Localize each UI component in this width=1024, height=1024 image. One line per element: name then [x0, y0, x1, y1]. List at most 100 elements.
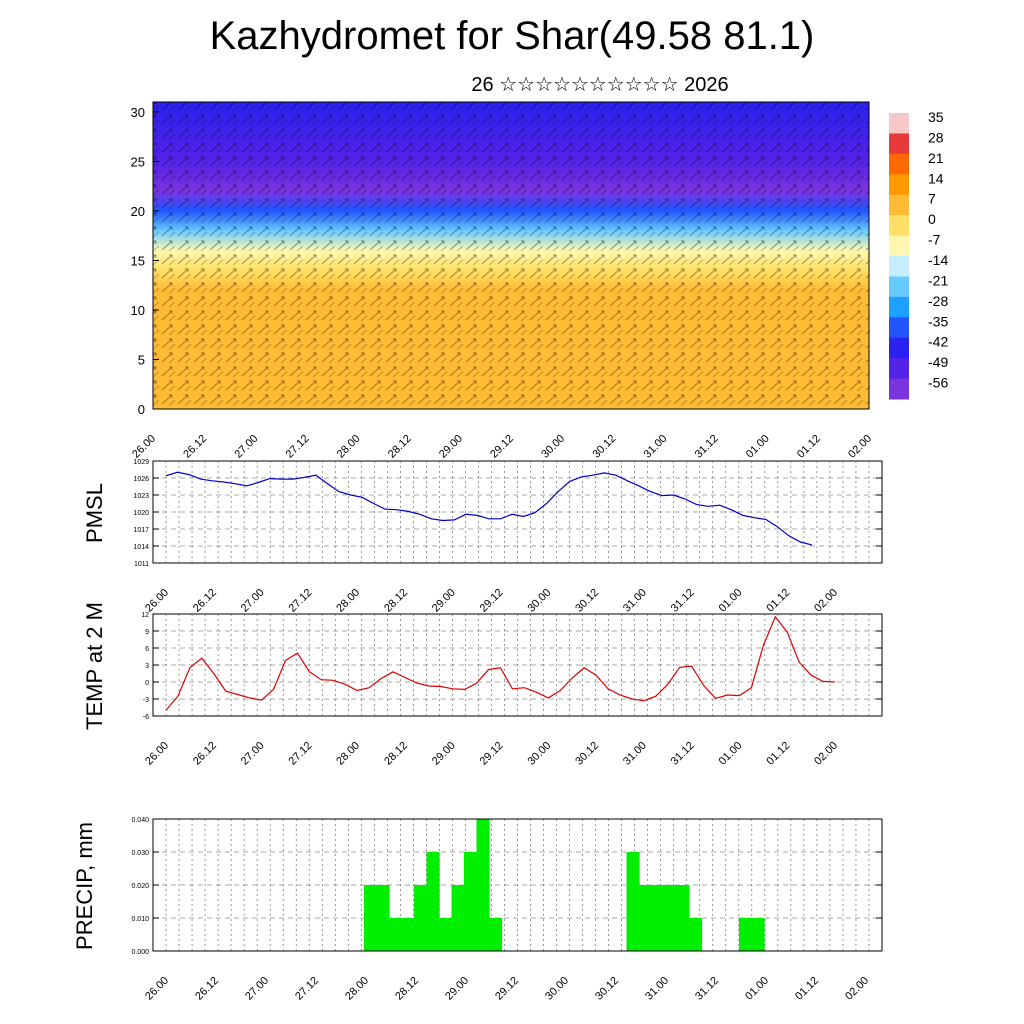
pmsl-xtick-label: 28.12: [382, 587, 410, 615]
cross-section-ytick-label: 10: [131, 303, 145, 318]
pmsl-xtick-label: 27.12: [287, 587, 315, 615]
precip-bar: [376, 885, 390, 951]
temp-xtick-label: 27.00: [239, 740, 267, 768]
pmsl-ytick-label: 1020: [133, 510, 149, 517]
temp-ytick-label: 6: [145, 646, 149, 653]
precip-ylabel: PRECIP, mm: [72, 822, 97, 950]
temp-xtick-label: 27.12: [287, 740, 315, 768]
cross-section-ytick-label: 15: [131, 253, 145, 268]
colorbar-swatch: [889, 133, 909, 155]
temp-xtick-label: 01.00: [717, 740, 745, 768]
cross-section-ytick-label: 0: [138, 402, 145, 417]
colorbar-swatch: [889, 378, 909, 400]
precip-bar: [426, 852, 440, 951]
precip-bar: [439, 918, 453, 951]
pmsl-xtick-label: 26.12: [191, 587, 219, 615]
cross-section-xtick-label: 02.00: [846, 433, 874, 461]
temp-xtick-label: 29.00: [430, 740, 458, 768]
colorbar-label: -7: [928, 232, 941, 248]
precip-bar: [676, 885, 690, 951]
pmsl-xtick-label: 31.00: [621, 587, 649, 615]
precip-xtick-label: 01.00: [743, 975, 771, 1003]
wind-barbs-overlay: [153, 102, 869, 409]
pmsl-xtick-label: 27.00: [239, 587, 267, 615]
colorbar-label: 7: [928, 191, 936, 207]
temp-xtick-label: 31.00: [621, 740, 649, 768]
temp-xtick-label: 28.12: [382, 740, 410, 768]
precip-bar: [414, 885, 428, 951]
temp-ylabel: TEMP at 2 M: [82, 602, 107, 730]
cross-section-xtick-label: 29.00: [437, 433, 465, 461]
colorbar-label: 35: [928, 109, 944, 125]
cross-section-xtick-label: 01.12: [795, 433, 823, 461]
cross-section-ytick-label: 5: [138, 352, 145, 367]
pmsl-xtick-label: 26.00: [143, 587, 171, 615]
cross-section-ytick-label: 25: [131, 154, 145, 169]
chart-title: Kazhydromet for Shar(49.58 81.1): [209, 14, 815, 58]
pmsl-xtick-label: 29.12: [478, 587, 506, 615]
precip-xtick-label: 02.00: [843, 975, 871, 1003]
precip-bar: [389, 918, 403, 951]
precip-bar: [651, 885, 665, 951]
precip-xtick-label: 29.12: [493, 975, 521, 1003]
precip-xtick-label: 01.12: [793, 975, 821, 1003]
colorbar-swatch: [889, 174, 909, 196]
temp-series-line: [165, 615, 836, 711]
precip-ytick-label: 0.010: [131, 916, 149, 923]
pmsl-ytick-label: 1026: [133, 476, 149, 483]
colorbar-label: -14: [928, 252, 948, 268]
colorbar-label: 28: [928, 129, 944, 145]
precip-ytick-label: 0.020: [131, 883, 149, 890]
pmsl-ytick-label: 1017: [133, 527, 149, 534]
cross-section-panel: 0 5 10 15 20 25 30 26.00 26.12 27.00 27.12 28.00 28…: [130, 101, 948, 461]
precip-bar: [364, 885, 378, 951]
pmsl-xtick-label: 30.00: [525, 587, 553, 615]
temp-ytick-label: -6: [143, 714, 149, 721]
cross-section-xtick-label: 31.00: [642, 433, 670, 461]
pmsl-xtick-label: 01.12: [764, 587, 792, 615]
pmsl-xtick-label: 01.00: [717, 587, 745, 615]
precip-bar: [626, 852, 640, 951]
temp-ytick-label: 9: [145, 629, 149, 636]
precip-xtick-label: 28.00: [343, 975, 371, 1003]
precip-bar: [489, 918, 503, 951]
temp-xtick-label: 01.12: [764, 740, 792, 768]
colorbar-swatch: [889, 256, 909, 277]
cross-section-xtick-label: 01.00: [744, 433, 772, 461]
precip-bar: [464, 852, 478, 951]
precip-panel: 0.000 0.010 0.020 0.030 0.040 26.00 26.12 27.0…: [72, 817, 883, 1003]
temp-panel: -6 -3 0 3 6 9 12 26.00 26.12 27.00 27.12 28.00 28.1…: [82, 602, 883, 768]
cross-section-xtick-label: 26.00: [130, 433, 158, 461]
colorbar-label: -56: [928, 375, 948, 391]
precip-xtick-label: 29.00: [443, 975, 471, 1003]
temp-xtick-label: 30.12: [573, 740, 601, 768]
precip-ytick-label: 0.030: [131, 850, 149, 857]
precip-bar: [401, 918, 415, 951]
cross-section-frame: [152, 101, 870, 410]
precip-xtick-label: 30.00: [543, 975, 571, 1003]
pmsl-xtick-label: 31.12: [669, 587, 697, 615]
colorbar-swatch: [889, 296, 909, 318]
colorbar-label: -35: [928, 313, 948, 329]
colorbar-label: -49: [928, 354, 948, 370]
cross-section-xtick-label: 30.12: [590, 433, 618, 461]
temp-xtick-label: 29.12: [478, 740, 506, 768]
precip-xtick-label: 31.00: [643, 975, 671, 1003]
cross-section-xtick-label: 29.12: [488, 433, 516, 461]
precip-bar: [639, 885, 653, 951]
precip-ytick-label: 0.000: [131, 949, 149, 956]
colorbar-label: -21: [928, 272, 948, 288]
colorbar-swatch: [889, 276, 909, 298]
colorbar: 35 28 21 14 7 0 -7 -14 -21 -28 -35 -42 -49 -56: [889, 109, 948, 400]
temp-xtick-label: 30.00: [525, 740, 553, 768]
colorbar-swatch: [889, 358, 909, 380]
pmsl-xtick-label: 29.00: [430, 587, 458, 615]
cross-section-ytick-label: 20: [131, 204, 145, 219]
cross-section-xtick-label: 31.12: [693, 433, 721, 461]
precip-bar: [751, 918, 765, 951]
precip-bar: [451, 885, 465, 951]
precip-xtick-label: 26.00: [143, 975, 171, 1003]
cross-section-xtick-label: 27.12: [284, 433, 312, 461]
precip-bar: [664, 885, 678, 951]
